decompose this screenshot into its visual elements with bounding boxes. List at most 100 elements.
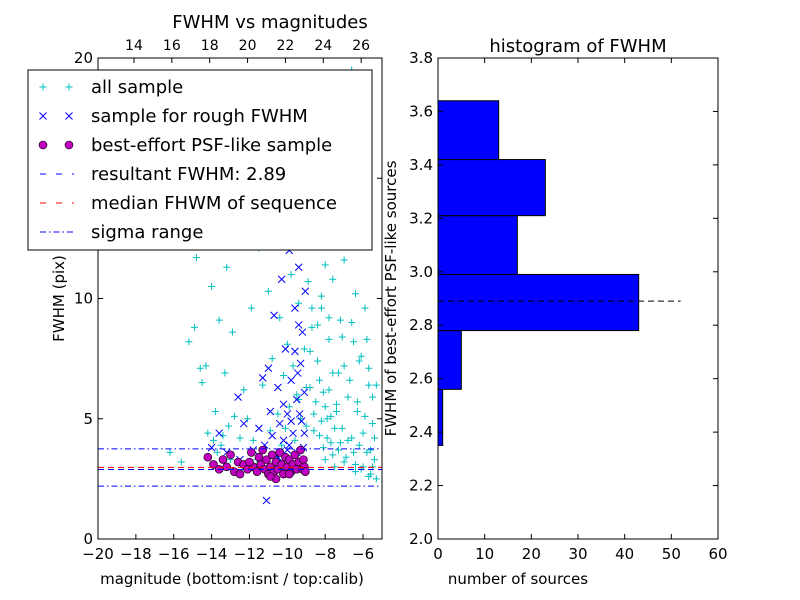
sample-point	[325, 386, 333, 394]
fwhm-histogram-chart: 0 10 20 30 40 50 60 2.0 2.2 2.4 2.6 2.8 3.0 3.2 3.4 3.6…	[382, 36, 728, 588]
sample-point	[308, 304, 316, 312]
sample-point	[327, 439, 335, 447]
sample-point	[369, 393, 377, 401]
sample-point	[336, 316, 344, 324]
legend-label: all sample	[91, 77, 183, 98]
legend-swatch-marker	[38, 140, 48, 150]
psf-point	[290, 450, 300, 460]
y-tick-label: 3.8	[409, 49, 433, 67]
sample-point	[334, 369, 342, 377]
legend: all sample sample for rough FWHM best-effo…	[27, 69, 373, 251]
rough-point	[275, 419, 284, 428]
histogram-bar	[437, 388, 444, 446]
sample-point	[372, 475, 380, 483]
x-tick-label: −10	[272, 545, 304, 563]
histogram-bar	[437, 159, 546, 217]
legend-label: median FHWM of sequence	[91, 193, 337, 214]
sample-point	[321, 261, 329, 269]
legend-label: sigma range	[91, 222, 203, 243]
psf-point	[226, 450, 235, 460]
right-x-axis-label: number of sources	[448, 570, 588, 588]
rough-point	[268, 431, 277, 440]
sample-point	[287, 270, 295, 278]
rough-point	[298, 328, 307, 337]
sample-point	[329, 451, 337, 459]
psf-point	[209, 460, 218, 469]
sample-point	[316, 376, 324, 384]
sample-point	[331, 424, 339, 432]
sample-point	[177, 458, 185, 466]
sample-point	[372, 381, 380, 389]
sample-point	[365, 381, 373, 389]
sample-point	[291, 436, 299, 444]
sample-point	[317, 417, 325, 425]
psf-point	[299, 455, 308, 464]
rough-point	[239, 419, 248, 428]
sample-point	[314, 357, 322, 365]
fwhm-vs-magnitude-chart: −20−18−16−14−12−10−8−6051015201416182022…	[27, 12, 383, 588]
histogram-bar	[437, 330, 462, 390]
sample-point	[338, 424, 346, 432]
rough-point	[285, 441, 294, 450]
sample-point	[281, 424, 289, 432]
sample-point	[249, 436, 257, 444]
sample-point	[306, 347, 314, 355]
sample-point	[325, 314, 333, 322]
sample-point	[204, 429, 212, 437]
top-tick-label: 22	[277, 38, 295, 54]
rough-point	[279, 400, 288, 409]
y-tick-label: 3.0	[409, 263, 433, 281]
sample-point	[276, 314, 284, 322]
y-tick-label: 2.6	[409, 370, 433, 388]
x-tick-label: −16	[158, 545, 190, 563]
sample-point	[361, 412, 369, 420]
histogram-bar	[437, 100, 500, 161]
rough-point	[297, 417, 306, 426]
sample-point	[317, 304, 325, 312]
sample-point	[308, 323, 316, 331]
left-x-axis-label: magnitude (bottom:isnt / top:calib)	[100, 570, 364, 588]
sample-point	[221, 369, 229, 377]
sample-point	[369, 420, 377, 428]
sample-point	[247, 304, 255, 312]
rough-point	[300, 388, 309, 397]
sample-point	[166, 448, 174, 456]
sample-point	[297, 415, 305, 423]
sample-point	[228, 328, 236, 336]
y-tick-label: 3.4	[409, 156, 433, 174]
sample-point	[316, 432, 324, 440]
rough-point	[264, 364, 273, 373]
sample-point	[367, 446, 375, 454]
legend-item: sigma range	[40, 222, 203, 243]
sample-point	[333, 400, 341, 408]
sample-point	[191, 323, 199, 331]
top-tick-label: 26	[352, 38, 370, 54]
psf-point	[254, 452, 264, 462]
top-tick-label: 14	[125, 38, 143, 54]
sample-point	[319, 444, 327, 452]
left-y-axis-label: FWHM (pix)	[50, 255, 68, 342]
rough-point	[207, 443, 216, 452]
sample-point	[321, 403, 329, 411]
sample-point	[351, 468, 359, 476]
sample-point	[333, 408, 341, 416]
rough-point	[291, 347, 299, 356]
rough-point	[292, 395, 301, 404]
histogram-bar	[437, 215, 518, 275]
psf-point	[296, 445, 305, 455]
series-best-effort-psf-like-sample	[203, 445, 310, 484]
y-tick-label: 2.2	[409, 477, 433, 495]
sample-point	[264, 287, 272, 295]
legend-item: best-effort PSF-like sample	[38, 135, 332, 156]
top-tick-label: 24	[314, 38, 332, 54]
sample-point	[353, 398, 361, 406]
sample-point	[342, 453, 350, 461]
y-tick-label: 5	[83, 410, 93, 428]
sample-point	[310, 410, 318, 418]
sample-point	[198, 379, 206, 387]
x-tick-label: 20	[522, 545, 541, 563]
psf-point	[252, 467, 262, 476]
y-tick-label: 2.4	[409, 423, 433, 441]
rough-point	[215, 429, 224, 438]
sample-point	[359, 429, 367, 437]
